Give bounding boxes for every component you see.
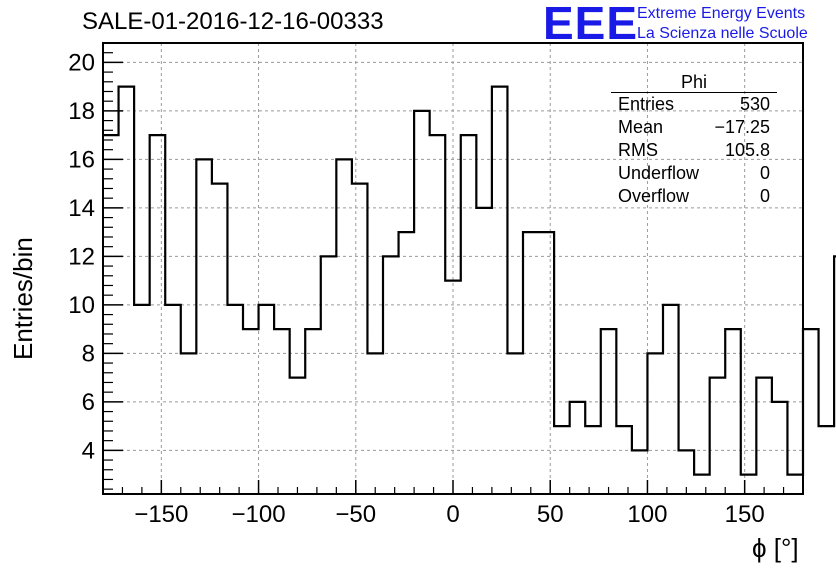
logo-line-2: La Scienza nelle Scuole <box>637 25 808 42</box>
chart-title: SALE-01-2016-12-16-00333 <box>82 8 384 35</box>
x-tick-label: −100 <box>232 501 286 528</box>
stats-row: Overflow 0 <box>611 185 777 208</box>
y-tick-label: 18 <box>68 98 95 125</box>
histogram-line <box>103 85 836 476</box>
stats-key: Overflow <box>618 186 690 206</box>
tick-labels: −150 −100 −50 0 50 100 150 4 6 8 10 12 14 16 18 20 <box>68 49 764 528</box>
eee-logo-mark: EEE <box>543 0 639 49</box>
stats-key: Underflow <box>618 163 700 183</box>
y-tick-label: 12 <box>68 243 95 270</box>
stats-value: 0 <box>759 186 770 206</box>
plot-frame <box>102 42 804 495</box>
y-tick-label: 4 <box>82 437 95 464</box>
stats-key: Mean <box>618 117 664 137</box>
x-tick-label: 50 <box>537 501 564 528</box>
stats-key: RMS <box>618 140 658 160</box>
y-tick-label: 20 <box>68 49 95 76</box>
stats-row: Mean −17.25 <box>611 116 777 139</box>
stats-row: RMS 105.8 <box>611 139 777 162</box>
stats-row: Entries 530 <box>611 93 777 116</box>
stats-value: 105.8 <box>724 140 770 160</box>
stats-box: Phi Entries 530 Mean −17.25 RMS 105.8 Under… <box>611 72 777 208</box>
y-tick-label: 8 <box>82 340 95 367</box>
x-tick-label: 100 <box>627 501 667 528</box>
x-tick-label: −50 <box>335 501 376 528</box>
x-tick-label: 0 <box>446 501 459 528</box>
stats-row: Underflow 0 <box>611 162 777 185</box>
x-tick-label: 150 <box>725 501 765 528</box>
stats-value: −17.25 <box>714 117 770 137</box>
y-tick-label: 10 <box>68 292 95 319</box>
stats-title: Phi <box>611 72 777 93</box>
logo-line-1: Extreme Energy Events <box>637 5 806 22</box>
stats-key: Entries <box>618 94 675 114</box>
x-tick-label: −150 <box>134 501 188 528</box>
stats-value: 530 <box>739 94 770 114</box>
y-tick-label: 16 <box>68 146 95 173</box>
y-tick-label: 14 <box>68 195 95 222</box>
x-axis-label: ϕ [°] <box>752 533 799 563</box>
stats-value: 0 <box>759 163 770 183</box>
y-tick-label: 6 <box>82 389 95 416</box>
